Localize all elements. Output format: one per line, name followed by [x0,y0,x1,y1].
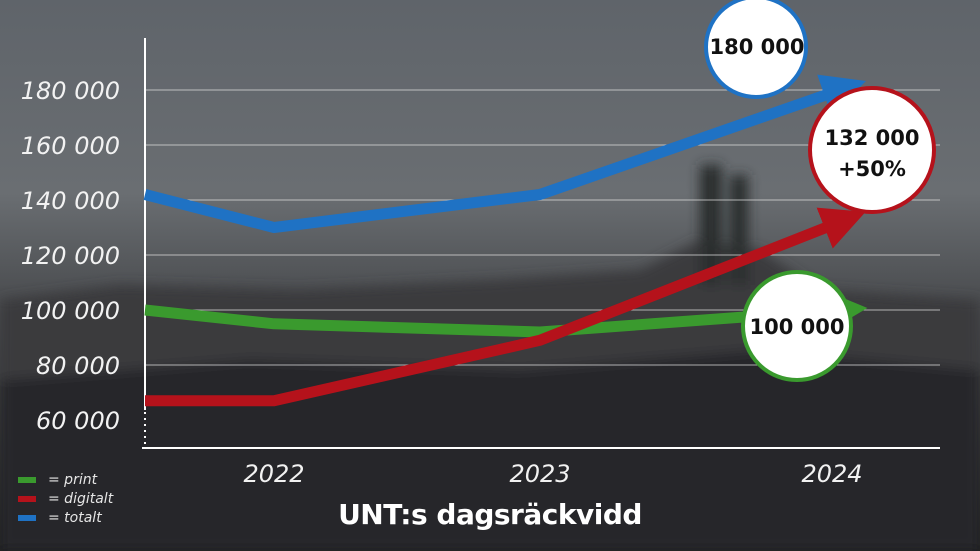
legend-label-digitalt: = digitalt [48,490,114,507]
y-tick-label: 100 000 [21,297,120,325]
y-tick-label: 140 000 [21,187,120,215]
callout-bubbles: 180 000 132 000 +50% 100 000 [704,0,936,382]
legend-swatch-digitalt [18,495,36,502]
y-tick-label: 180 000 [21,77,120,105]
y-tick-label: 80 000 [36,352,120,380]
legend: = print = digitalt = totalt [18,470,113,527]
callout-totalt: 180 000 [704,0,808,99]
gridlines [145,89,940,366]
callout-print-value: 100 000 [750,315,845,339]
x-tick-label: 2022 [243,460,304,488]
legend-item-totalt: = totalt [18,508,113,527]
chart-title: UNT:s dagsräckvidd [338,498,642,531]
y-axis-ticks: 60 000 80 000 100 000 120 000 140 000 160 000… [21,77,120,435]
series-line-print [144,289,868,338]
legend-label-totalt: = totalt [48,509,102,526]
legend-swatch-totalt [18,514,36,521]
legend-swatch-print [18,476,36,483]
y-tick-label: 60 000 [36,407,120,435]
series-line-digitalt [145,207,866,407]
callout-digitalt: 132 000 +50% [808,86,936,214]
series-lines [143,74,868,407]
callout-totalt-value: 180 000 [710,35,805,59]
x-axis-ticks: 2022 2023 2024 [243,460,862,488]
legend-item-digitalt: = digitalt [18,489,113,508]
y-tick-label: 160 000 [21,132,120,160]
legend-item-print: = print [18,470,113,489]
series-line-totalt [143,74,866,233]
x-tick-label: 2023 [509,460,570,488]
callout-digitalt-change: +50% [838,157,906,181]
y-tick-label: 120 000 [21,242,120,270]
callout-print: 100 000 [741,270,853,382]
callout-digitalt-value: 132 000 [825,126,920,150]
x-tick-label: 2024 [801,460,862,488]
legend-label-print: = print [48,471,98,488]
